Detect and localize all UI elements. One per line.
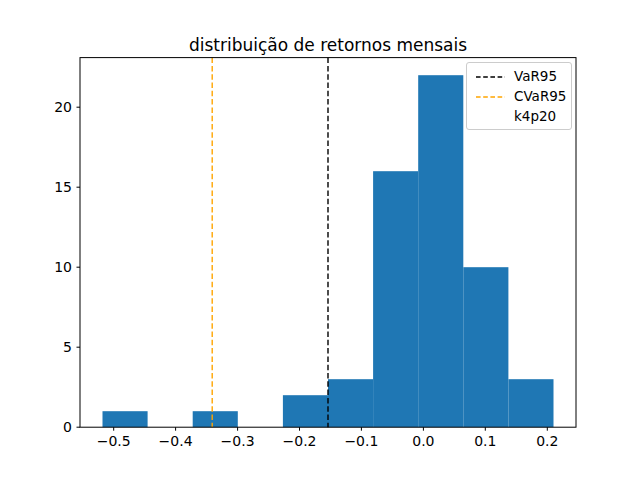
x-tick-label: −0.2 xyxy=(283,433,317,449)
legend-label: k4p20 xyxy=(514,109,556,123)
legend-dashed-line-swatch xyxy=(475,89,506,103)
y-tick-label: 0 xyxy=(63,419,72,435)
legend-dashed-line-swatch xyxy=(475,69,506,83)
x-tick-label: 0.0 xyxy=(412,433,434,449)
x-tick-label: 0.2 xyxy=(536,433,558,449)
legend-entry: VaR95 xyxy=(475,69,563,83)
histogram-bar xyxy=(418,75,463,427)
histogram-bar xyxy=(103,411,148,427)
x-tick-label: −0.4 xyxy=(159,433,193,449)
legend-entry: k4p20 xyxy=(475,109,563,123)
x-tick-label: 0.1 xyxy=(474,433,496,449)
histogram-bar xyxy=(508,379,553,427)
y-tick-label: 10 xyxy=(54,259,72,275)
y-tick-label: 5 xyxy=(63,339,72,355)
y-tick-label: 20 xyxy=(54,99,72,115)
x-tick-label: −0.1 xyxy=(344,433,378,449)
legend-box: VaR95 CVaR95 k4p20 xyxy=(466,62,572,130)
chart-title: distribuição de retornos mensais xyxy=(80,35,576,55)
histogram-bar xyxy=(373,171,418,427)
histogram-bar xyxy=(328,379,373,427)
histogram-bar xyxy=(463,267,508,427)
histogram-bar xyxy=(193,411,238,427)
legend-empty-swatch xyxy=(475,109,506,123)
histogram-bar xyxy=(283,395,328,427)
legend-label: CVaR95 xyxy=(514,89,566,103)
figure-canvas: −0.5 −0.4 −0.3 −0.2 −0.1 0.0 0.1 0.2 0 5 10 15 20 di… xyxy=(0,0,640,480)
legend-label: VaR95 xyxy=(514,69,557,83)
y-tick-label: 15 xyxy=(54,179,72,195)
legend-entry: CVaR95 xyxy=(475,89,563,103)
x-tick-label: −0.3 xyxy=(221,433,255,449)
x-tick-label: −0.5 xyxy=(97,433,131,449)
